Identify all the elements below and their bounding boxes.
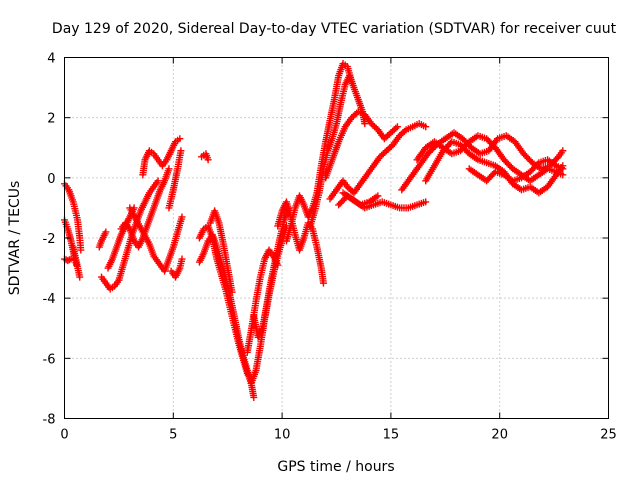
data-point: [102, 228, 110, 236]
data-point: [393, 123, 401, 131]
x-axis-label: GPS time / hours: [277, 459, 394, 475]
data-point: [559, 165, 567, 173]
y-axis-label: SDTVAR / TECUs: [7, 181, 23, 296]
x-tick-label: 5: [169, 428, 177, 443]
data-point: [76, 273, 84, 281]
data-point: [319, 279, 327, 287]
data-point: [533, 160, 541, 168]
axis-ticks: 0 5 10 15 20 25 -8 -6 -4 -2 0 2 4: [43, 52, 617, 443]
data-point: [392, 124, 400, 132]
x-tick-label: 25: [600, 428, 617, 443]
data-point: [65, 256, 73, 264]
data-point: [64, 257, 72, 265]
data-point: [176, 135, 184, 143]
data-point: [250, 393, 258, 401]
data-point: [154, 177, 162, 185]
data-point: [165, 165, 173, 173]
data-point: [178, 255, 186, 263]
y-tick-label: 2: [47, 112, 55, 127]
data-point: [559, 147, 567, 155]
y-tick-label: -6: [43, 352, 56, 367]
y-tick-label: -8: [43, 413, 56, 428]
data-point: [553, 154, 561, 162]
data-point: [559, 171, 567, 179]
data-point: [401, 127, 408, 135]
chart-title: Day 129 of 2020, Sidereal Day-to-day VTE…: [52, 21, 617, 37]
data-point: [228, 288, 236, 296]
data-points: [61, 60, 567, 401]
data-point: [177, 147, 185, 155]
data-point: [77, 246, 85, 254]
x-tick-label: 10: [274, 428, 291, 443]
data-point: [204, 156, 212, 164]
data-point: [67, 255, 75, 263]
x-tick-label: 0: [60, 428, 68, 443]
data-point: [422, 198, 430, 206]
x-tick-label: 20: [491, 428, 508, 443]
y-tick-label: -4: [43, 292, 56, 307]
y-tick-label: 0: [47, 172, 55, 187]
data-point: [178, 213, 186, 221]
data-point: [422, 123, 430, 131]
y-tick-label: 4: [47, 52, 55, 67]
y-tick-label: -2: [43, 232, 56, 247]
data-point: [374, 192, 382, 200]
data-point: [361, 120, 369, 128]
x-tick-label: 15: [383, 428, 400, 443]
